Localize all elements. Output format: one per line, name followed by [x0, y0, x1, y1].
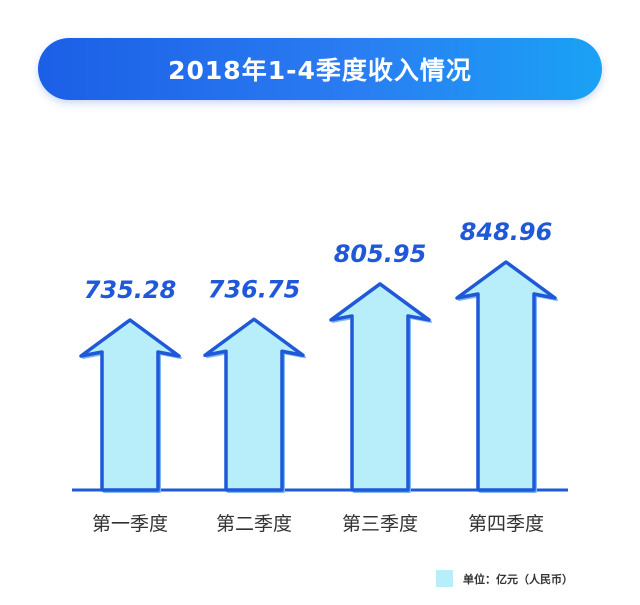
unit-label: 单位：亿元（人民币） — [463, 572, 573, 586]
bar-arrow — [79, 318, 181, 492]
unit-legend: 单位：亿元（人民币） — [436, 570, 573, 587]
title-banner: 2018年1-4季度收入情况 — [38, 38, 602, 100]
labels-layer: 735.28 第一季度 736.75 第二季度 805.95 第三季度 848.96 第四季度 — [84, 218, 553, 535]
bars-layer — [72, 260, 568, 493]
bar-arrow — [203, 317, 305, 492]
chart-title: 2018年1-4季度收入情况 — [168, 56, 472, 85]
bar-arrow — [329, 282, 431, 492]
bar-arrow — [455, 260, 557, 492]
value-label: 736.75 — [208, 275, 301, 303]
legend-swatch — [436, 570, 453, 587]
category-label: 第二季度 — [216, 513, 292, 535]
value-label: 848.96 — [460, 218, 553, 246]
category-label: 第一季度 — [92, 513, 168, 535]
category-label: 第四季度 — [468, 513, 544, 535]
value-label: 735.28 — [84, 276, 177, 304]
value-label: 805.95 — [334, 240, 427, 268]
category-label: 第三季度 — [342, 513, 418, 535]
